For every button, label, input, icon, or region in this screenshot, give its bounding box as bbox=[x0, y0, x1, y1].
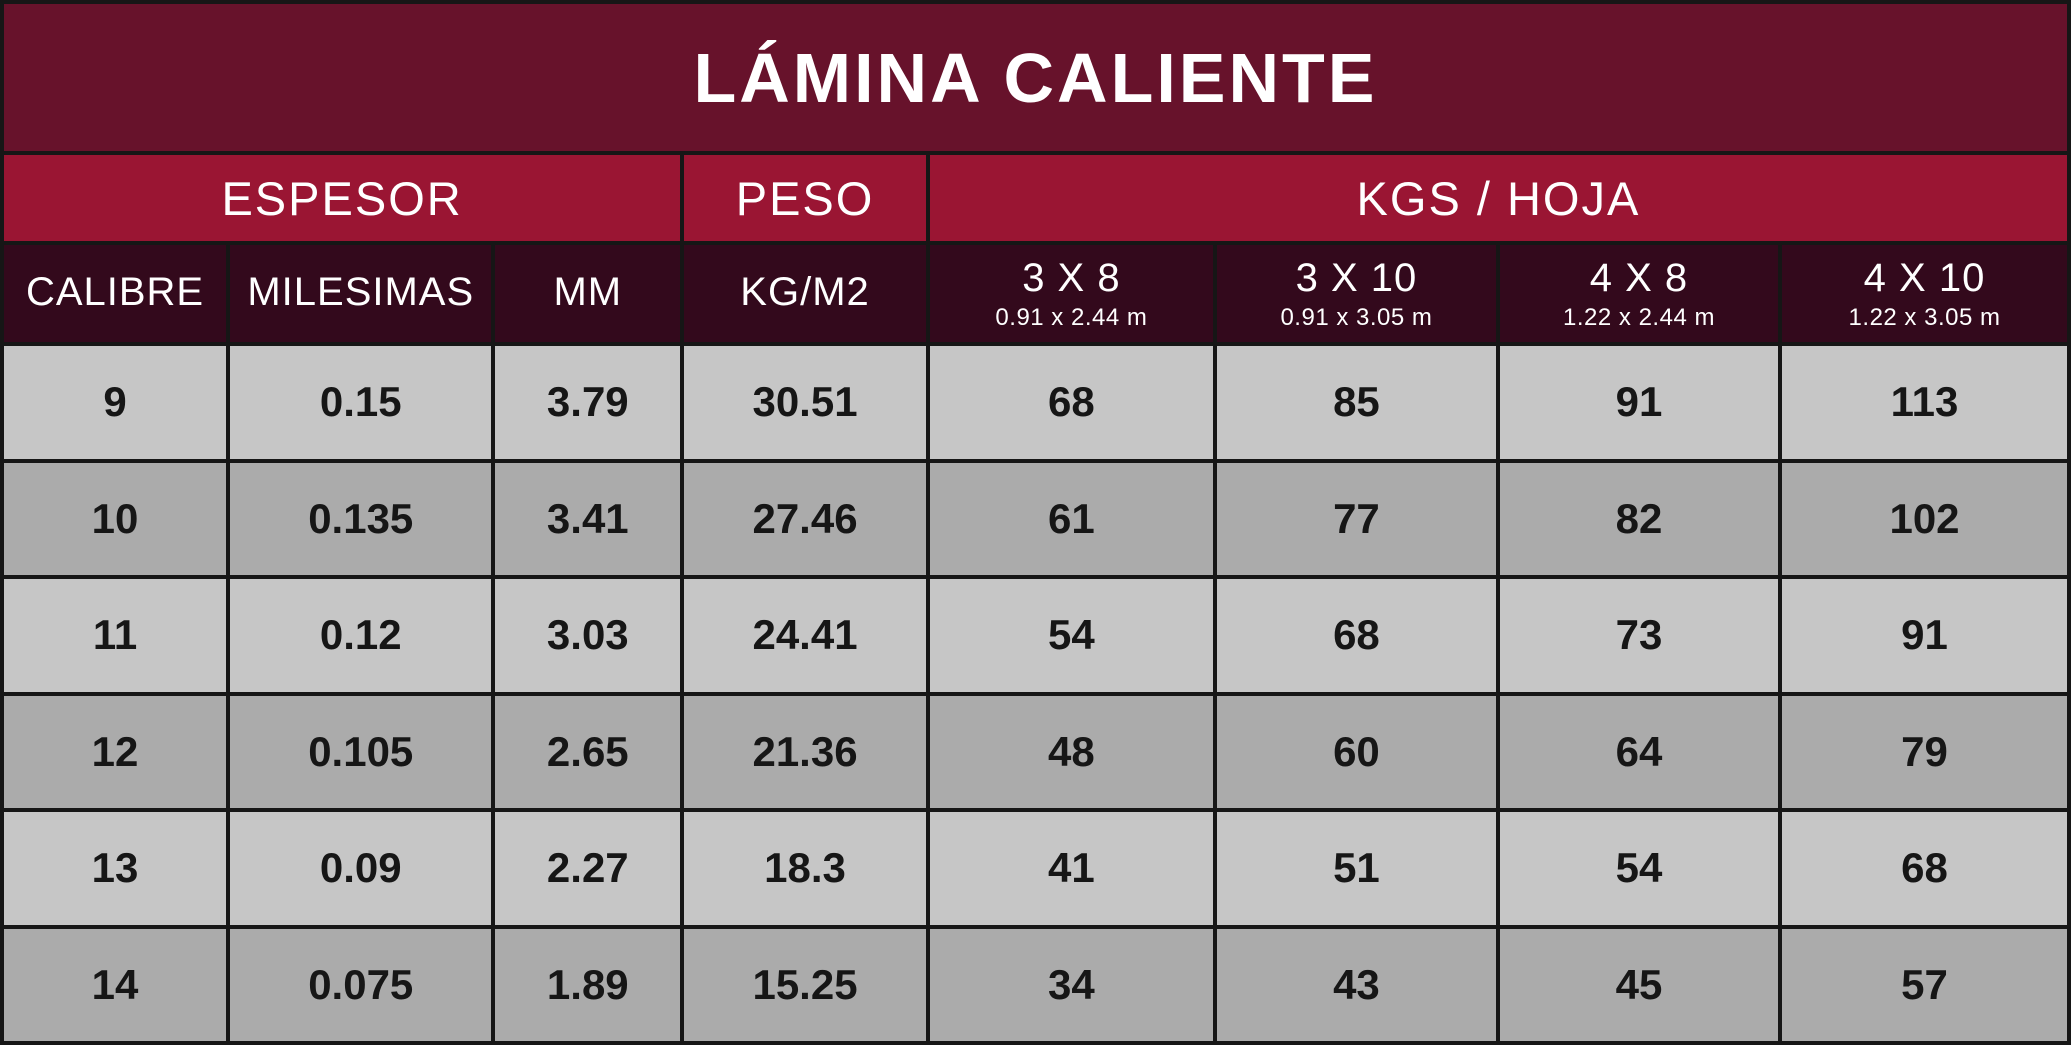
table-cell: 10 bbox=[4, 462, 227, 575]
table-cell: 102 bbox=[1782, 462, 2067, 575]
table-cell: 0.135 bbox=[230, 462, 492, 575]
column-label: 4 X 10 bbox=[1863, 255, 1986, 300]
column-header-3x10: 3 X 10 0.91 x 3.05 m bbox=[1216, 245, 1496, 342]
column-label: 3 X 10 bbox=[1295, 255, 1418, 300]
column-sublabel: 1.22 x 2.44 m bbox=[1563, 303, 1715, 331]
column-header-milesimas: MILESIMAS bbox=[230, 245, 492, 342]
table-cell: 3.79 bbox=[495, 346, 681, 459]
column-header-mm: MM bbox=[495, 245, 681, 342]
table-cell: 0.09 bbox=[230, 812, 492, 925]
table-cell: 15.25 bbox=[684, 928, 926, 1041]
table-cell: 57 bbox=[1782, 928, 2067, 1041]
table-cell: 77 bbox=[1216, 462, 1496, 575]
group-header-kgs-hoja: KGS / HOJA bbox=[929, 155, 2067, 241]
table-cell: 68 bbox=[1216, 579, 1496, 692]
group-header-peso: PESO bbox=[684, 155, 926, 241]
table-cell: 2.27 bbox=[495, 812, 681, 925]
table-cell: 54 bbox=[929, 579, 1213, 692]
table-cell: 27.46 bbox=[684, 462, 926, 575]
table-title: LÁMINA CALIENTE bbox=[4, 4, 2067, 151]
table-cell: 14 bbox=[4, 928, 227, 1041]
column-label: CALIBRE bbox=[25, 269, 205, 314]
table-cell: 0.15 bbox=[230, 346, 492, 459]
table-cell: 11 bbox=[4, 579, 227, 692]
table-cell: 1.89 bbox=[495, 928, 681, 1041]
table-cell: 34 bbox=[929, 928, 1213, 1041]
table-cell: 48 bbox=[929, 695, 1213, 808]
table-cell: 68 bbox=[929, 346, 1213, 459]
table-cell: 68 bbox=[1782, 812, 2067, 925]
table-cell: 51 bbox=[1216, 812, 1496, 925]
column-header-calibre: CALIBRE bbox=[4, 245, 227, 342]
column-label: 4 X 8 bbox=[1589, 255, 1689, 300]
column-header-kgm2: KG/M2 bbox=[684, 245, 926, 342]
table-cell: 3.41 bbox=[495, 462, 681, 575]
table-cell: 12 bbox=[4, 695, 227, 808]
column-label: 3 X 8 bbox=[1022, 255, 1121, 300]
column-header-3x8: 3 X 8 0.91 x 2.44 m bbox=[929, 245, 1213, 342]
column-header-4x8: 4 X 8 1.22 x 2.44 m bbox=[1499, 245, 1779, 342]
table-cell: 91 bbox=[1499, 346, 1779, 459]
table-cell: 73 bbox=[1499, 579, 1779, 692]
column-label: MM bbox=[553, 269, 623, 314]
table-cell: 21.36 bbox=[684, 695, 926, 808]
table-cell: 24.41 bbox=[684, 579, 926, 692]
column-label: MILESIMAS bbox=[247, 269, 475, 314]
table-cell: 60 bbox=[1216, 695, 1496, 808]
table-cell: 45 bbox=[1499, 928, 1779, 1041]
table-cell: 0.075 bbox=[230, 928, 492, 1041]
table-cell: 18.3 bbox=[684, 812, 926, 925]
table-cell: 2.65 bbox=[495, 695, 681, 808]
table-cell: 0.12 bbox=[230, 579, 492, 692]
table-cell: 113 bbox=[1782, 346, 2067, 459]
table-cell: 79 bbox=[1782, 695, 2067, 808]
column-label: KG/M2 bbox=[740, 269, 870, 314]
table-cell: 64 bbox=[1499, 695, 1779, 808]
group-header-espesor: ESPESOR bbox=[4, 155, 681, 241]
table-cell: 61 bbox=[929, 462, 1213, 575]
table-cell: 30.51 bbox=[684, 346, 926, 459]
table-cell: 43 bbox=[1216, 928, 1496, 1041]
table-cell: 3.03 bbox=[495, 579, 681, 692]
table-cell: 0.105 bbox=[230, 695, 492, 808]
table-cell: 13 bbox=[4, 812, 227, 925]
column-sublabel: 0.91 x 3.05 m bbox=[1280, 303, 1433, 331]
table-cell: 9 bbox=[4, 346, 227, 459]
table-cell: 85 bbox=[1216, 346, 1496, 459]
column-sublabel: 1.22 x 3.05 m bbox=[1848, 303, 2001, 331]
table-cell: 54 bbox=[1499, 812, 1779, 925]
column-sublabel: 0.91 x 2.44 m bbox=[995, 303, 1148, 331]
column-header-4x10: 4 X 10 1.22 x 3.05 m bbox=[1782, 245, 2067, 342]
table-cell: 41 bbox=[929, 812, 1213, 925]
table-cell: 82 bbox=[1499, 462, 1779, 575]
table-cell: 91 bbox=[1782, 579, 2067, 692]
